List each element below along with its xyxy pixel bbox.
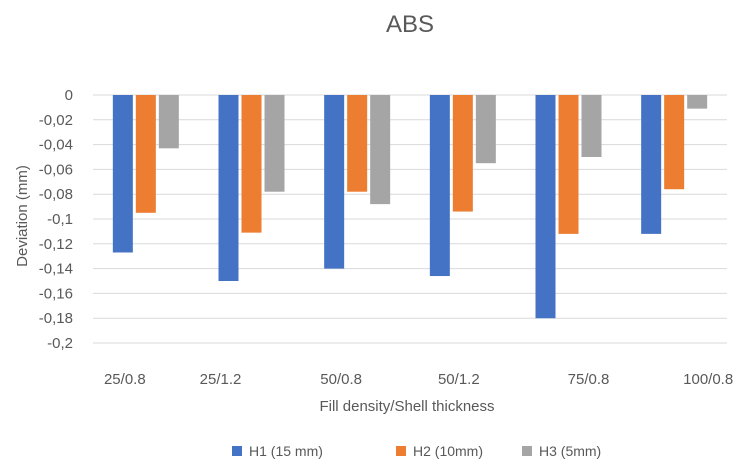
bar xyxy=(429,95,450,277)
legend-label: H2 (10mm) xyxy=(413,443,483,459)
legend: H1 (15 mm) H2 (10mm) H3 (5mm) xyxy=(232,443,601,459)
x-tick-label: 25/0.8 xyxy=(104,371,146,388)
bar xyxy=(324,95,345,269)
x-tick-labels: 25/0.8 25/1.2 50/0.8 50/1.2 75/0.8 100/0.8 xyxy=(104,371,733,388)
bar xyxy=(687,95,708,109)
bar xyxy=(158,95,179,149)
x-tick-label: 100/0.8 xyxy=(683,371,733,388)
legend-label: H3 (5mm) xyxy=(539,443,601,459)
legend-swatch xyxy=(396,446,406,456)
y-tick-labels: 0 -0,02 -0,04 -0,06 -0,08 -0,1 -0,12 -0,14 -0,16… xyxy=(39,87,73,352)
bar xyxy=(475,95,496,164)
bar xyxy=(452,95,473,212)
bar xyxy=(264,95,285,192)
y-tick-label: -0,06 xyxy=(39,161,73,178)
y-tick-label: -0,16 xyxy=(39,285,73,302)
bar xyxy=(641,95,662,234)
x-tick-label: 25/1.2 xyxy=(200,371,242,388)
bar xyxy=(347,95,368,192)
legend-swatch xyxy=(522,446,532,456)
y-tick-label: 0 xyxy=(65,87,73,104)
legend-label: H1 (15 mm) xyxy=(249,443,323,459)
x-tick-label: 75/0.8 xyxy=(568,371,610,388)
gridlines xyxy=(93,94,727,344)
bar xyxy=(135,95,156,213)
y-tick-label: -0,2 xyxy=(47,335,73,352)
chart-title: ABS xyxy=(386,11,434,38)
y-tick-label: -0,04 xyxy=(39,137,73,154)
x-axis-label: Fill density/Shell thickness xyxy=(319,398,494,415)
bar xyxy=(112,95,133,253)
y-tick-label: -0,14 xyxy=(39,261,73,278)
bar xyxy=(370,95,391,205)
y-tick-label: -0,08 xyxy=(39,186,73,203)
y-tick-label: -0,02 xyxy=(39,112,73,129)
bar xyxy=(558,95,579,234)
y-tick-label: -0,18 xyxy=(39,310,73,327)
bars xyxy=(112,95,708,319)
y-tick-label: -0,1 xyxy=(47,211,73,228)
bar xyxy=(581,95,602,157)
y-tick-label: -0,12 xyxy=(39,236,73,253)
bar xyxy=(218,95,239,281)
bar xyxy=(241,95,262,233)
y-axis-label: Deviation (mm) xyxy=(14,165,31,267)
bar xyxy=(535,95,556,319)
legend-swatch xyxy=(232,446,242,456)
x-tick-label: 50/0.8 xyxy=(320,371,362,388)
x-tick-label: 50/1.2 xyxy=(438,371,480,388)
bar xyxy=(664,95,685,190)
